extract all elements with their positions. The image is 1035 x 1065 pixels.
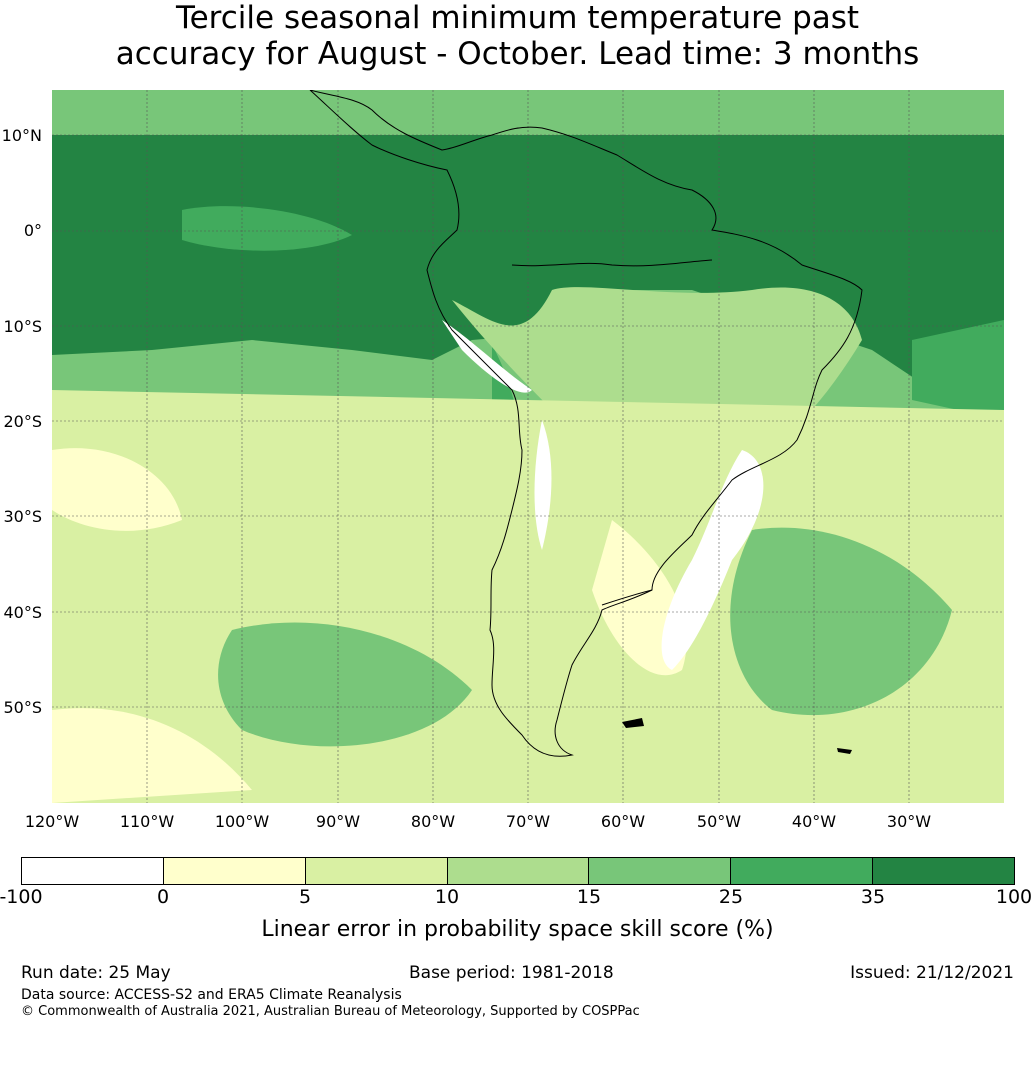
colorbar-tick-25: 25 (718, 886, 744, 908)
amazon-river (511, 259, 713, 267)
colorbar-tick-10: 10 (434, 886, 460, 908)
lat-label-0: 0° (23, 221, 42, 240)
map-title-line1: Tercile seasonal minimum temperature pas… (175, 0, 860, 36)
colorbar-segment-below-0 (22, 858, 164, 884)
coastline (309, 90, 863, 757)
colorbar-tick-5: 5 (298, 886, 312, 908)
lon-label-50w: 50°W (696, 812, 742, 831)
colorbar-tick-35: 35 (860, 886, 886, 908)
lat-label-10n: 10°N (1, 126, 42, 145)
lon-label-100w: 100°W (214, 812, 270, 831)
zone-atacama-white (534, 420, 552, 550)
lon-label-40w: 40°W (791, 812, 837, 831)
lat-label-10s: 10°S (3, 317, 42, 336)
run-date: Run date: 25 May (21, 963, 171, 983)
colorbar-tick--100: -100 (0, 886, 43, 908)
zone-equatorial-medium (182, 206, 352, 251)
colorbar-tick-100: 100 (995, 886, 1033, 908)
lon-label-110w: 110°W (119, 812, 175, 831)
data-source: Data source: ACCESS-S2 and ERA5 Climate … (21, 987, 402, 1003)
lat-label-40s: 40°S (3, 603, 42, 622)
colorbar-tick-0: 0 (156, 886, 170, 908)
colorbar-tick-15: 15 (576, 886, 602, 908)
lon-label-120w: 120°W (24, 812, 80, 831)
zone-southwest-medium-2 (218, 622, 472, 747)
colorbar-segment-25-35 (731, 858, 874, 884)
issued-date: Issued: 21/12/2021 (850, 963, 1014, 983)
zone-far-southwest-pale (52, 708, 252, 803)
base-period: Base period: 1981-2018 (409, 963, 614, 983)
zone-southeast-medium (730, 527, 952, 716)
lat-label-50s: 50°S (3, 698, 42, 717)
zone-west-pale (52, 448, 182, 531)
skill-map (52, 90, 1004, 803)
lon-label-60w: 60°W (600, 812, 646, 831)
map-title-line2: accuracy for August - October. Lead time… (115, 36, 920, 72)
colorbar (21, 857, 1015, 885)
zone-andes-white (442, 320, 532, 393)
south-georgia (837, 748, 852, 754)
lon-label-30w: 30°W (886, 812, 932, 831)
lon-label-80w: 80°W (410, 812, 456, 831)
lat-label-20s: 20°S (3, 412, 42, 431)
zone-south-atlantic-white (661, 450, 764, 670)
colorbar-segment-10-15 (447, 858, 590, 884)
colorbar-segment-35-100 (873, 858, 1015, 884)
lon-label-70w: 70°W (505, 812, 551, 831)
copyright: © Commonwealth of Australia 2021, Austra… (21, 1004, 640, 1019)
zone-east-atlantic-medium (912, 320, 1004, 420)
colorbar-segment-15-25 (589, 858, 732, 884)
lon-label-90w: 90°W (315, 812, 361, 831)
lat-label-30s: 30°S (3, 507, 42, 526)
rio-de-la-plata (601, 589, 653, 606)
colorbar-label: Linear error in probability space skill … (261, 917, 774, 942)
falkland-islands (622, 718, 644, 728)
colorbar-segment-5-10 (305, 858, 448, 884)
colorbar-segment-0-5 (163, 858, 306, 884)
